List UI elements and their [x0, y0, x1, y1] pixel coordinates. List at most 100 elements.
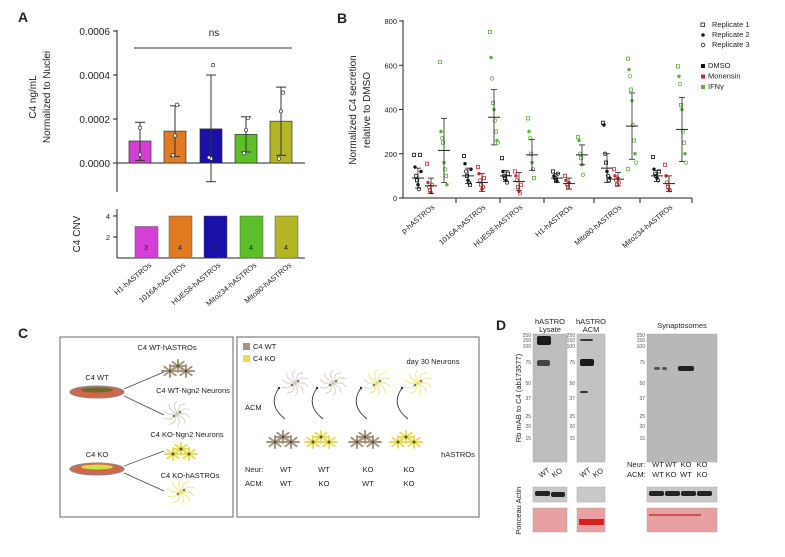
b-point-replicate-3: [413, 173, 419, 178]
cnv-data-label: 4: [213, 243, 217, 252]
syn-acm-value: KO: [697, 470, 708, 479]
a-y-tick-label: 0.0004: [79, 71, 110, 82]
b-point-replicate-3: [492, 118, 498, 123]
b-point-replicate-3: [517, 191, 523, 196]
b-x-tick-label: H1-hASTROs: [533, 202, 574, 239]
neurite: [167, 487, 181, 493]
b-point-replicate-1: [411, 152, 416, 157]
ponceau-band: [579, 519, 604, 525]
c-ko-dish-label: C4 KO: [86, 450, 109, 459]
astro-nucleus: [179, 447, 183, 451]
neurite: [295, 382, 309, 388]
panel-label-a: A: [18, 9, 28, 25]
recipient-hastro-cells: [304, 430, 338, 449]
b-point-replicate-3: [580, 172, 586, 177]
b-point-replicate-2: [445, 183, 449, 187]
a-y-tick-label: 0.0000: [79, 159, 110, 170]
d-acm-title-1: hASTRO: [576, 317, 606, 326]
c-acm-value: WT: [362, 479, 374, 488]
c-hastros-label: hASTROs: [441, 450, 475, 459]
acm-arrow: [355, 387, 368, 420]
neuron-soma: [178, 410, 182, 414]
neurite: [294, 382, 304, 394]
astro-nucleus: [404, 435, 408, 439]
c-legend-ko: C4 KO: [253, 354, 276, 363]
ladder-mark-syn: 100: [637, 344, 646, 350]
acm-arrow: [311, 387, 324, 420]
acm-arrow-head: [400, 386, 404, 390]
b-point-replicate-1: [443, 173, 448, 178]
b-point-replicate-3: [463, 169, 469, 174]
a-data-point: [206, 155, 212, 160]
panel-d-western-blots: hASTRO Lysate hASTRO ACM Synaptosomes Rb…: [514, 317, 718, 535]
panel-label-c: C: [18, 325, 28, 341]
d-acm-title-2: ACM: [583, 325, 600, 334]
ladder-mark-acm: 15: [569, 436, 575, 442]
neurite: [324, 382, 334, 394]
b-point-replicate-1: [440, 140, 445, 145]
day30-neuron-cells: [363, 369, 391, 397]
neurite: [177, 478, 182, 493]
legend-treatment-swatch: [701, 64, 705, 68]
ladder-mark-syn: 25: [639, 414, 645, 420]
b-point-replicate-1: [505, 171, 510, 176]
acm-arrow: [396, 387, 409, 420]
cnv-ylabel: C4 CNV: [72, 215, 83, 252]
ladder-mark-lysate: 75: [525, 360, 531, 366]
b-point-replicate-1: [632, 138, 637, 143]
b-point-replicate-1: [461, 153, 466, 158]
neurite: [368, 382, 378, 394]
syn-neur-value: KO: [681, 460, 692, 469]
panel-b-scatter-chart: Normalized C4 secretion relative to DMSO…: [348, 17, 693, 250]
b-point-replicate-3: [683, 160, 689, 165]
ladder-mark-syn: 150: [637, 338, 646, 344]
b-point-replicate-2: [633, 152, 637, 156]
b-point-replicate-2: [602, 123, 606, 127]
b-x-tick-label: Mito80-hASTROs: [572, 202, 623, 247]
legend-replicate-label: Replicate 2: [712, 30, 750, 39]
neurite: [332, 382, 342, 394]
lysate-actin-blot: [532, 486, 568, 503]
ladder-mark-lysate: 150: [523, 338, 532, 344]
b-point-replicate-2: [527, 129, 531, 134]
c-legend-wt-swatch: [243, 343, 250, 350]
neuron-soma: [172, 414, 176, 418]
ladder-mark-acm: 250: [567, 333, 576, 339]
ladder-mark-lysate: 15: [525, 436, 531, 442]
neurite: [409, 382, 419, 394]
c-day30-label: day 30 Neurons: [407, 357, 460, 366]
b-point-replicate-1: [467, 182, 472, 187]
b-point-replicate-2: [439, 129, 443, 134]
neurite: [417, 382, 422, 397]
astro-nucleus: [311, 440, 315, 444]
b-x-tick-label: Mito234-hASTROs: [620, 202, 674, 250]
b-point-replicate-1: [579, 156, 584, 161]
neurite: [332, 372, 342, 384]
ladder-mark-syn: 20: [639, 424, 645, 430]
acm-actin-blot: [576, 486, 606, 503]
b-point-replicate-3: [439, 136, 445, 141]
b-point-replicate-3: [605, 173, 611, 178]
syn-neur-value: KO: [697, 460, 708, 469]
a-data-point: [174, 102, 180, 107]
a-ylabel-1: C4 ng/mL: [28, 75, 39, 119]
b-x-tick-label: p-hASTROs: [400, 202, 437, 235]
b-point-replicate-3: [667, 188, 673, 193]
neurite: [176, 413, 181, 428]
neurite: [291, 369, 296, 384]
b-point-replicate-1: [663, 162, 668, 167]
b-point-replicate-1: [526, 116, 531, 121]
acm-arrow: [273, 387, 286, 420]
ko-hastro-cells: [164, 442, 198, 461]
neurite: [376, 372, 386, 384]
neurite: [281, 378, 295, 384]
neuron-soma: [296, 379, 300, 383]
lysate-lane-label: KO: [550, 466, 564, 480]
d-ponceau-label: Ponceau: [514, 505, 523, 535]
ladder-mark-syn: 250: [637, 333, 646, 339]
b-point-replicate-3: [655, 178, 661, 183]
blot-band: [580, 339, 593, 341]
c-acm-label: ACM: [245, 403, 262, 412]
b-point-replicate-3: [416, 187, 422, 192]
